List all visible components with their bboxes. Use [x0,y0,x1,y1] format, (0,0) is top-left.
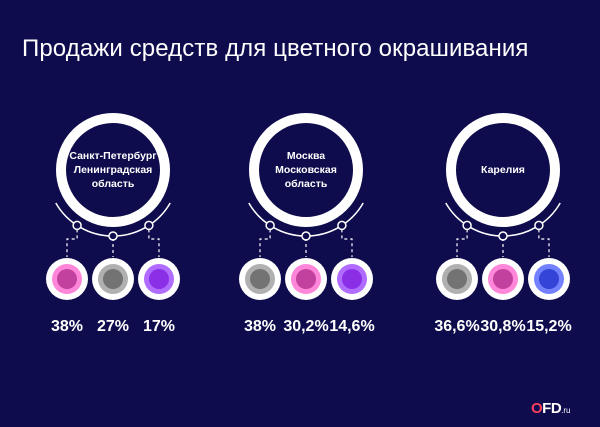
connector-node [534,220,544,231]
connector-node [72,220,82,231]
percent-label: 27% [96,318,130,335]
region-ring [446,113,560,227]
connector-line [148,229,160,257]
item-circle-center [149,269,169,289]
logo-text: FD [542,400,562,417]
region-ring [56,113,170,227]
region-label-line: Московская [275,164,337,176]
region-label-line: Карелия [481,164,525,176]
region-label-line: Москва [286,150,326,162]
page-title: Продажи средств для цветного окрашивания [22,35,529,62]
item-circle-center [103,269,123,289]
region-label-line: область [284,178,328,190]
item-circle-center [447,269,467,289]
region-label-line: Санкт-Петербург [69,150,157,162]
connector-node [144,220,154,231]
connector-line [341,229,353,257]
percent-label: 15,2% [526,318,572,335]
item-circle-center [57,269,77,289]
item-circle-center [296,269,316,289]
logo-o: O [531,400,543,417]
brand-logo: OFD.ru [531,400,571,417]
percent-label: 14,6% [329,318,375,335]
percent-label: 30,8% [480,318,526,335]
connector-line [456,229,468,257]
item-circle-center [539,269,559,289]
connector-node [108,231,118,241]
item-circle-center [493,269,513,289]
connector-line [66,229,78,257]
region-label-line: Ленинградская [73,164,153,176]
percent-label: 38% [243,318,277,335]
region-label-line: область [91,178,135,190]
connector-node [498,231,508,241]
region-label: Карелия [448,163,558,177]
connector-node [265,220,275,231]
connector-line [538,229,550,257]
percent-label: 36,6% [434,318,480,335]
percent-label: 30,2% [283,318,329,335]
logo-suffix: .ru [561,406,571,415]
connector-node [462,220,472,231]
connector-node [337,220,347,231]
item-circle-center [342,269,362,289]
region-label: Санкт-Петербург Ленинградская область [58,149,168,191]
region-label: Москва Московская область [251,149,361,191]
item-circle-center [250,269,270,289]
percent-label: 38% [50,318,84,335]
percent-label: 17% [142,318,176,335]
connector-node [301,231,311,241]
region-ring [249,113,363,227]
connector-line [259,229,271,257]
